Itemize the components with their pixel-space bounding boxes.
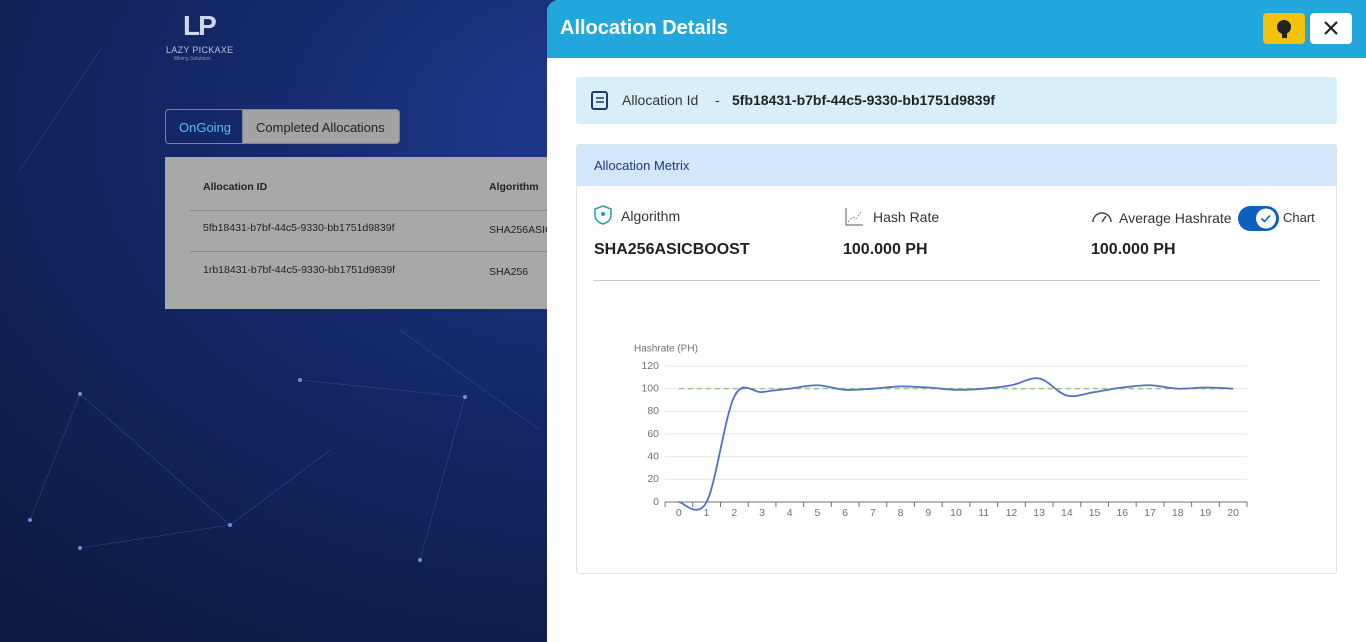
x-tick-label: 17 [1144,507,1156,519]
details-panel: Allocation Details Allocation Id - 5fb18… [547,0,1366,642]
table-cell[interactable]: 1rb18431-b7bf-44c5-9330-bb1751d9839f [203,264,396,276]
divider [593,280,1320,281]
logo-tagline: Mining Solutions [174,56,211,62]
x-tick-label: 3 [759,507,765,519]
logo-name: LAZY PICKAXE [166,45,234,55]
table-cell: SHA256 [489,266,529,278]
metric-value: 100.000 PH [1091,241,1176,258]
x-tick-label: 16 [1116,507,1128,519]
metric-value: 100.000 PH [843,241,928,258]
x-tick-label: 8 [898,507,904,519]
y-tick-label: 40 [647,450,659,462]
x-tick-label: 13 [1033,507,1045,519]
metric-label: Hash Rate [873,209,940,225]
icon [1092,212,1112,223]
x-tick-label: 7 [870,507,876,519]
allocation-id-box: Allocation Id - 5fb18431-b7bf-44c5-9330-… [576,77,1337,124]
icon [591,91,608,110]
x-tick-label: 2 [731,507,737,519]
x-tick-label: 6 [842,507,848,519]
metrix-card: Allocation Metrix Algorithm SHA256ASICBO… [576,144,1337,574]
icon [1324,21,1338,35]
icon [1277,20,1291,34]
close-button[interactable] [1310,13,1352,44]
metric-label: Average Hashrate [1119,210,1232,226]
separator: - [715,92,720,108]
card-title: Allocation Metrix [594,158,690,173]
tab-active[interactable]: Completed Allocations [242,109,400,144]
icon [845,208,863,226]
x-tick-label: 15 [1089,507,1101,519]
allocations-table: Allocation ID Algorithm 5fb18431-b7bf-44… [165,157,590,309]
series-line [678,377,1234,511]
y-tick-label: 20 [647,473,659,485]
table-header: Allocation ID [203,181,268,193]
table-cell[interactable]: 5fb18431-b7bf-44c5-9330-bb1751d9839f [203,222,395,234]
tab[interactable]: OnGoing [165,109,243,144]
support-button[interactable] [1263,13,1305,44]
x-tick-label: 10 [950,507,962,519]
panel-header [547,0,1366,58]
logo-mark: LP [183,10,217,41]
y-tick-label: 60 [647,428,659,440]
y-tick-label: 100 [641,382,659,394]
metric-label: Algorithm [621,208,681,224]
metric-value: SHA256ASICBOOST [594,241,750,258]
x-tick-label: 4 [787,507,793,519]
panel-title: Allocation Details [560,17,728,39]
x-tick-label: 19 [1200,507,1212,519]
divider [190,251,590,252]
x-tick-label: 0 [676,507,682,519]
x-tick-label: 12 [1006,507,1018,519]
icon [1282,33,1287,38]
x-tick-label: 14 [1061,507,1073,519]
y-tick-label: 120 [641,360,659,372]
id-label: Allocation Id [622,92,699,108]
x-tick-label: 20 [1227,507,1239,519]
chart-toggle[interactable] [1238,206,1279,231]
card-header [577,145,1336,186]
x-tick-label: 1 [704,507,710,519]
x-tick-label: 5 [815,507,821,519]
divider [190,210,590,211]
x-tick-label: 9 [925,507,931,519]
y-tick-label: 0 [653,496,659,508]
x-tick-label: 18 [1172,507,1184,519]
icon [594,205,612,225]
table-header: Algorithm [489,181,539,193]
x-tick-label: 11 [978,507,989,519]
network-background [19,49,541,562]
y-axis-label: Hashrate (PH) [634,344,698,355]
toggle-label: Chart [1283,210,1315,225]
id-value: 5fb18431-b7bf-44c5-9330-bb1751d9839f [732,92,996,108]
y-tick-label: 80 [647,405,659,417]
